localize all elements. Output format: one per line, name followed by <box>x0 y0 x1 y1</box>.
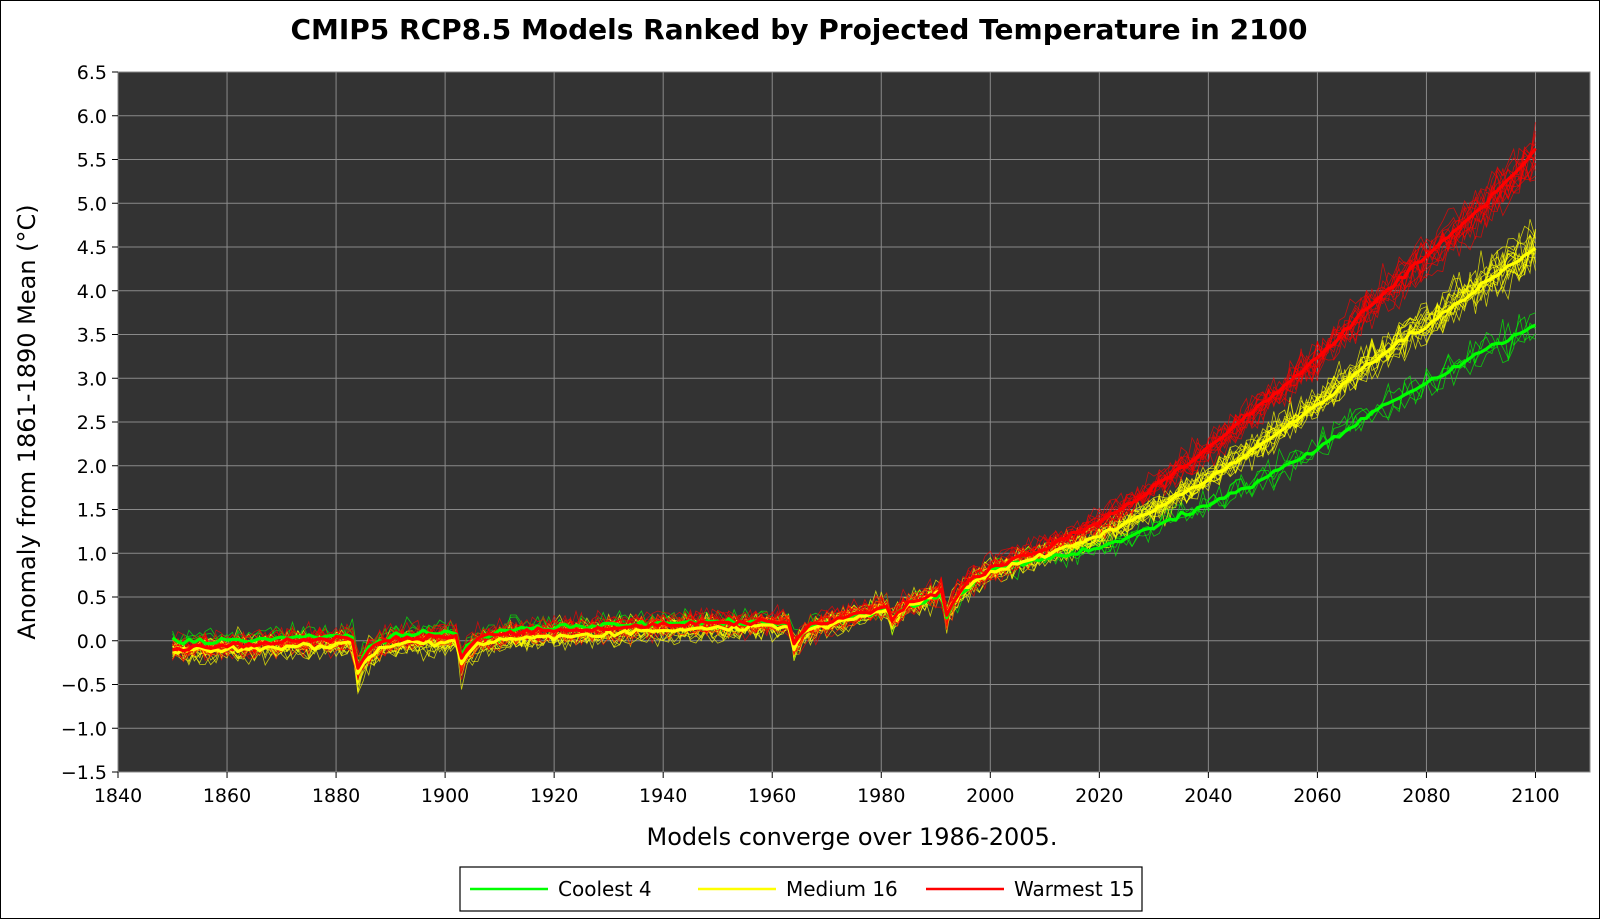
x-tick-label: 1900 <box>421 785 469 807</box>
x-tick-label: 1860 <box>203 785 251 807</box>
y-axis-label: Anomaly from 1861-1890 Mean (°C) <box>13 204 41 639</box>
y-tick-label: 2.0 <box>77 456 107 478</box>
y-tick-label: 0.5 <box>77 587 107 609</box>
x-tick-label: 2080 <box>1402 785 1450 807</box>
y-tick-label: 4.5 <box>77 237 107 259</box>
series-mean-line <box>172 246 1537 675</box>
y-tick-label: −0.5 <box>61 675 107 697</box>
y-tick-label: 2.5 <box>77 412 107 434</box>
x-tick-label: 1920 <box>530 785 578 807</box>
y-tick-label: 6.5 <box>77 62 107 84</box>
y-tick-label: 3.5 <box>77 325 107 347</box>
y-tick-label: 1.5 <box>77 500 107 522</box>
x-tick-label: 2020 <box>1075 785 1123 807</box>
series-mean-line <box>172 147 1537 670</box>
y-tick-label: −1.5 <box>61 762 107 784</box>
chart-title: CMIP5 RCP8.5 Models Ranked by Projected … <box>290 13 1307 46</box>
series-lines <box>171 122 1537 695</box>
y-tick-label: 6.0 <box>77 106 107 128</box>
x-tick-label: 2000 <box>966 785 1014 807</box>
x-tick-label: 1940 <box>639 785 687 807</box>
axis-ticks: 1840 1860 1880 1900 1920 1940 1960 1980 2000 2020… <box>61 62 1560 807</box>
x-tick-label: 1980 <box>857 785 905 807</box>
legend-label: Medium 16 <box>786 877 898 901</box>
legend-box <box>459 866 1143 912</box>
legend-label: Coolest 4 <box>558 877 652 901</box>
legend: Coolest 4 Medium 16 Warmest 15 <box>459 866 1143 912</box>
x-tick-label: 2040 <box>1184 785 1232 807</box>
y-tick-label: 1.0 <box>77 543 107 565</box>
x-tick-label: 2100 <box>1511 785 1559 807</box>
y-tick-label: −1.0 <box>61 718 107 740</box>
y-tick-label: 4.0 <box>77 281 107 303</box>
y-tick-label: 5.5 <box>77 150 107 172</box>
x-tick-label: 1840 <box>94 785 142 807</box>
y-tick-label: 3.0 <box>77 368 107 390</box>
y-tick-label: 5.0 <box>77 193 107 215</box>
x-tick-label: 2060 <box>1293 785 1341 807</box>
y-tick-label: 0.0 <box>77 631 107 653</box>
x-tick-label: 1880 <box>312 785 360 807</box>
x-tick-label: 1960 <box>748 785 796 807</box>
x-axis-label: Models converge over 1986-2005. <box>647 823 1058 851</box>
grid-lines <box>117 71 1590 773</box>
legend-label: Warmest 15 <box>1014 877 1134 901</box>
